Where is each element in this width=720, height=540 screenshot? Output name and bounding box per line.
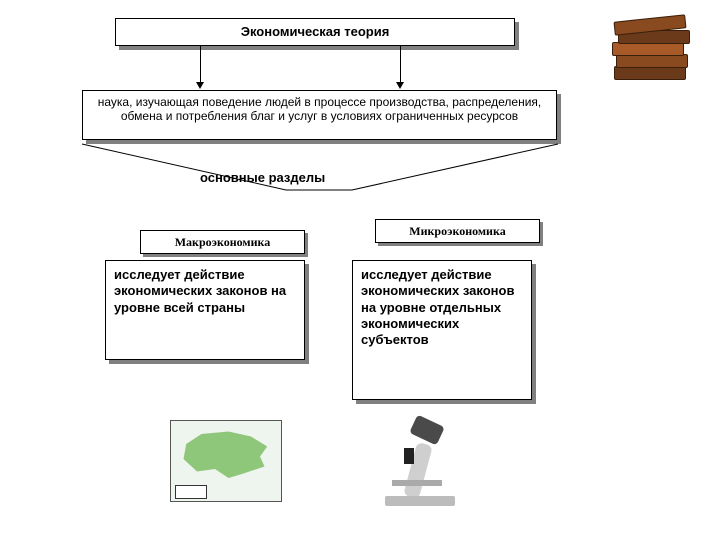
macro-label-text: Макроэкономика bbox=[175, 235, 271, 249]
arrow-right-head bbox=[396, 82, 404, 89]
books-icon bbox=[610, 12, 690, 92]
arrow-left-head bbox=[196, 82, 204, 89]
micro-body-box: исследует действие экономи­ческих законо… bbox=[352, 260, 532, 400]
micro-body-text: исследует действие экономи­ческих законо… bbox=[361, 267, 514, 347]
definition-box: наука, изучающая поведение людей в проце… bbox=[82, 90, 557, 140]
title-text: Экономическая теория bbox=[241, 24, 390, 39]
microscope-icon bbox=[370, 410, 470, 510]
definition-text: наука, изучающая поведение людей в проце… bbox=[98, 95, 541, 123]
micro-label-box: Микроэкономика bbox=[375, 219, 540, 243]
title-box: Экономическая теория bbox=[115, 18, 515, 46]
sections-label: основные разделы bbox=[200, 170, 325, 185]
macro-body-box: исследует действие экономи­ческих законо… bbox=[105, 260, 305, 360]
ukraine-map-icon bbox=[170, 420, 282, 502]
funnel-shape bbox=[80, 140, 560, 196]
arrow-left-line bbox=[200, 46, 201, 84]
arrow-right-line bbox=[400, 46, 401, 84]
macro-body-text: исследует действие экономи­ческих законо… bbox=[114, 267, 286, 315]
micro-label-text: Микроэкономика bbox=[409, 224, 505, 238]
macro-label-box: Макроэкономика bbox=[140, 230, 305, 254]
